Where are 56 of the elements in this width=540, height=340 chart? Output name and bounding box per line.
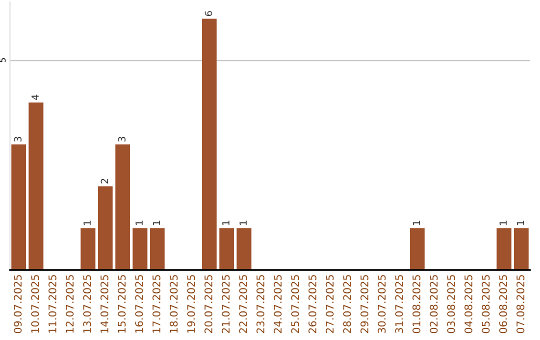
data-label: 1 (84, 220, 91, 225)
x-tick-label: 06.08.2025 (499, 275, 508, 334)
x-tick-label: 03.08.2025 (447, 275, 456, 334)
x-tick-label: 20.07.2025 (204, 275, 212, 334)
x-tick-label: 19.07.2025 (187, 275, 196, 333)
data-label: 3 (14, 136, 22, 142)
x-tick-label: 27.07.2025 (326, 275, 334, 334)
x-tick-label: 04.08.2025 (464, 275, 472, 334)
bar (236, 228, 252, 270)
x-tick-label: 22.07.2025 (239, 275, 248, 334)
x-tick-label: 18.07.2025 (170, 275, 178, 333)
x-tick-label: 11.07.2025 (48, 275, 56, 333)
bar (150, 228, 165, 270)
x-tick-label: 07.08.2025 (516, 275, 524, 334)
bar (514, 228, 529, 270)
x-tick-label: 15.07.2025 (118, 275, 126, 333)
x-tick-label: 23.07.2025 (256, 275, 264, 334)
bar (115, 144, 130, 270)
bar (496, 228, 512, 270)
bar (11, 144, 26, 270)
bar (80, 228, 96, 270)
x-tick-label: 09.07.2025 (14, 275, 22, 334)
data-label: 1 (222, 220, 230, 225)
data-label: 1 (136, 220, 143, 225)
x-tick-label: 25.07.2025 (291, 275, 300, 334)
data-label: 4 (32, 94, 39, 100)
x-tick-label: 14.07.2025 (100, 275, 108, 333)
x-tick-label: 12.07.2025 (66, 275, 74, 333)
x-tick-label: 21.07.2025 (222, 275, 230, 334)
bar (132, 228, 148, 270)
data-label: 1 (516, 220, 524, 225)
x-tick-label: 10.07.2025 (31, 275, 40, 333)
bar (98, 186, 113, 270)
x-tick-label: 05.08.2025 (482, 275, 490, 334)
data-label: 3 (118, 136, 126, 142)
x-tick-label: 28.07.2025 (343, 275, 352, 334)
data-label: 6 (204, 11, 212, 16)
data-label: 1 (500, 220, 507, 225)
x-tick-label: 26.07.2025 (308, 275, 316, 334)
bar (28, 102, 44, 270)
data-label: 1 (152, 220, 160, 225)
data-label: 1 (412, 220, 420, 225)
x-tick-label: 24.07.2025 (274, 275, 282, 334)
x-tick-label: 13.07.2025 (83, 275, 92, 333)
x-tick-label: 31.07.2025 (395, 275, 404, 334)
bar (202, 18, 217, 270)
x-tick-label: 29.07.2025 (360, 275, 368, 334)
bar (410, 228, 425, 270)
data-label: 1 (240, 220, 247, 225)
data-label: 2 (100, 178, 108, 184)
x-tick-label: 16.07.2025 (135, 275, 144, 333)
bar (219, 228, 234, 270)
x-tick-label: 02.08.2025 (430, 275, 438, 334)
x-tick-label: 17.07.2025 (152, 275, 160, 333)
x-tick-label: 01.08.2025 (412, 275, 420, 334)
x-tick-label: 30.07.2025 (378, 275, 386, 334)
